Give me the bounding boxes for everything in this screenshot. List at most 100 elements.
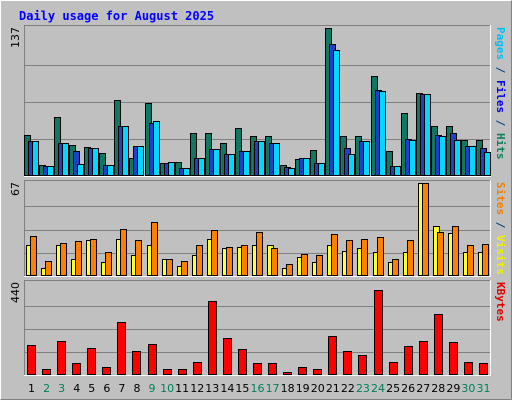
legend-entry-1: / [494,215,507,235]
series-pages [32,50,491,176]
x-axis-day-labels: 1 2 3 4 5 6 7 8 9 10 11 12 13 14 15 16 17 18 19 20 21 22 23 24 2… [28,382,490,395]
x-tick-label: 21 [326,382,340,395]
legend-kbytes: KBytes [494,282,507,322]
bar-sites-day-16 [256,232,263,276]
bar-kbytes-day-2 [42,369,51,375]
bar-pages-day-22 [348,154,355,176]
bar-kbytes-day-20 [313,369,322,375]
bar-kbytes-day-11 [178,369,187,375]
bar-pages-day-27 [424,94,431,176]
x-tick-label: 1 [28,382,35,395]
panel-hits: 137 Pages / Files / Hits [9,25,507,177]
x-tick-label: 18 [281,382,295,395]
bar-sites-day-7 [120,229,127,276]
bar-kbytes-day-3 [57,341,66,375]
bar-pages-day-17 [273,143,280,176]
bar-kbytes-day-6 [102,367,111,375]
bar-sites-day-20 [316,255,323,276]
bar-sites-day-14 [226,247,233,276]
bar-sites-day-29 [452,226,459,276]
bar-sites-day-19 [301,254,308,276]
bar-pages-day-19 [303,158,310,176]
bar-kbytes-day-17 [268,363,277,375]
bar-pages-day-12 [198,158,205,176]
legend-entry-0: Sites [494,182,507,215]
bar-pages-day-16 [258,141,265,176]
x-tick-label: 30 [461,382,475,395]
bar-kbytes-day-26 [404,346,413,375]
x-tick-label: 6 [103,382,110,395]
bar-kbytes-day-21 [328,336,337,375]
y-axis-max-label: 440 [9,282,22,303]
bar-kbytes-day-1 [27,345,36,375]
bar-pages-day-13 [213,149,220,176]
legend-entry-0: KBytes [494,282,507,322]
bar-sites-day-22 [346,240,353,276]
bar-sites-day-17 [271,248,278,276]
bar-sites-day-5 [90,239,97,276]
legend-entry-2: Visits [494,235,507,275]
bar-sites-day-21 [331,234,338,276]
y-axis-max-label: 67 [9,182,22,196]
x-tick-label: 28 [431,382,445,395]
x-tick-label: 17 [266,382,280,395]
plot-area-kbytes [24,280,491,376]
series-sites [30,183,489,276]
bar-kbytes-day-12 [193,362,202,375]
x-tick-label: 23 [356,382,370,395]
bar-sites-day-10 [166,259,173,276]
bar-pages-day-9 [153,121,160,176]
bars-hits [24,28,491,176]
bar-kbytes-day-23 [358,355,367,375]
bar-kbytes-day-28 [434,314,443,375]
x-tick-label: 9 [149,382,156,395]
bar-kbytes-day-15 [238,349,247,375]
bar-pages-day-14 [228,154,235,176]
x-tick-label: 26 [401,382,415,395]
bar-pages-day-29 [454,140,461,176]
bar-hits-day-12 [190,133,197,176]
bar-kbytes-day-10 [163,369,172,375]
bar-sites-day-12 [196,245,203,276]
bar-sites-day-18 [286,264,293,276]
bar-sites-day-28 [437,232,444,276]
x-tick-label: 19 [296,382,310,395]
x-tick-label: 8 [133,382,140,395]
bar-sites-day-6 [105,252,112,276]
x-tick-label: 25 [386,382,400,395]
bars-kbytes [27,290,488,375]
x-tick-label: 4 [73,382,80,395]
series-kbytes [27,290,488,375]
legend-entry-2: Files [494,80,507,113]
bar-pages-day-25 [394,166,401,176]
bar-pages-day-26 [409,140,416,176]
bar-sites-day-26 [407,240,414,276]
bar-pages-day-11 [183,168,190,176]
bars-visits [26,183,489,276]
bar-kbytes-day-19 [298,367,307,375]
bar-pages-day-8 [137,146,144,176]
bar-kbytes-day-18 [283,372,292,375]
bar-kbytes-day-29 [449,342,458,375]
x-tick-label: 7 [118,382,125,395]
x-tick-label: 5 [88,382,95,395]
bar-kbytes-day-9 [148,344,157,375]
bar-pages-day-24 [379,91,386,176]
x-tick-label: 20 [311,382,325,395]
bar-pages-day-4 [77,164,84,176]
bar-sites-day-15 [241,245,248,276]
bar-sites-day-13 [211,230,218,276]
bar-sites-day-24 [377,237,384,276]
bar-pages-day-31 [484,152,491,176]
bar-pages-day-28 [439,136,446,176]
bar-kbytes-day-8 [132,351,141,375]
bar-sites-day-4 [75,241,82,276]
panel-kbytes: 440 KBytes [9,280,507,376]
x-tick-label: 16 [251,382,265,395]
bar-kbytes-day-27 [419,341,428,375]
bar-kbytes-day-13 [208,301,217,375]
bar-files-day-4 [73,151,80,176]
bar-pages-day-10 [168,162,175,176]
bar-pages-day-7 [122,126,129,176]
